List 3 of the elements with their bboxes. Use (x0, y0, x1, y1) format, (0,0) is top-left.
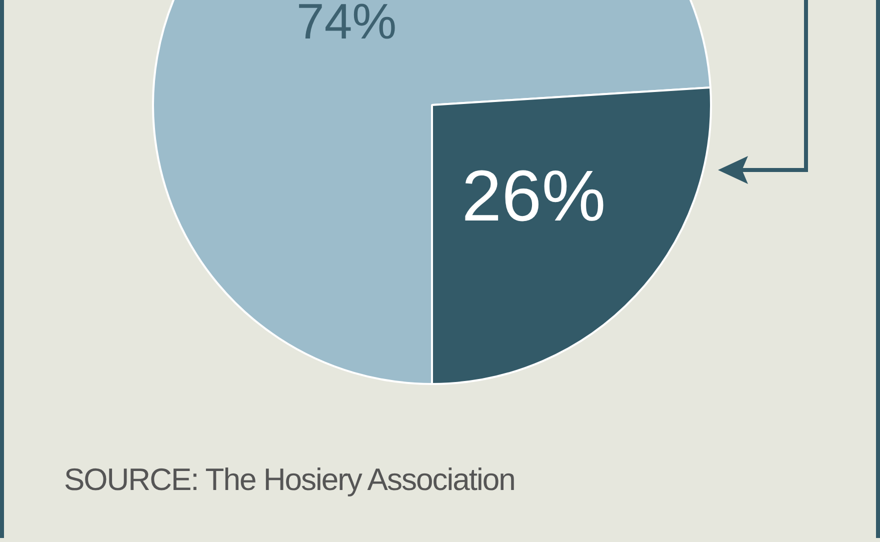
data-label: 26% (462, 156, 606, 236)
data-label: 74% (296, 0, 397, 50)
source-note: SOURCE: The Hosiery Association (64, 462, 515, 498)
